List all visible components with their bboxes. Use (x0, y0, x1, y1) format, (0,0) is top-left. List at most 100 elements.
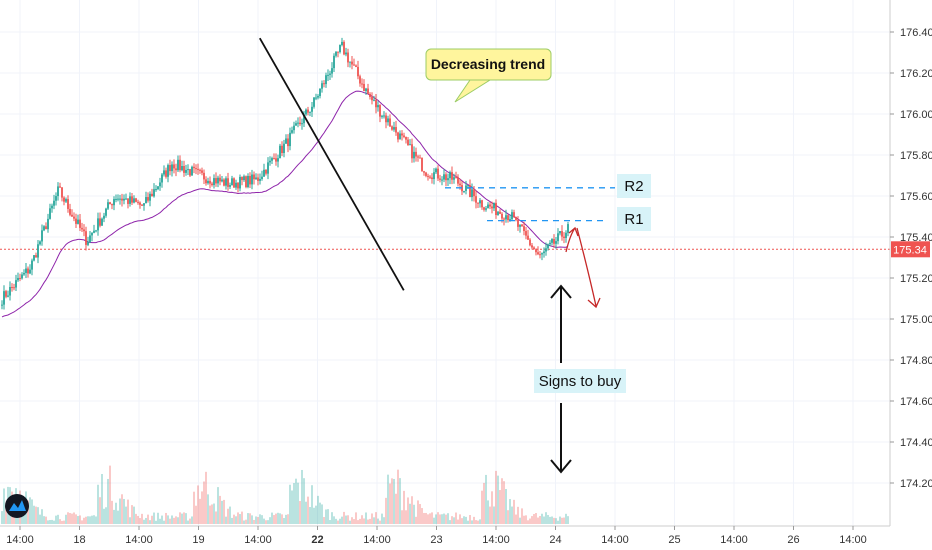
volume-bar (331, 512, 333, 524)
candle-body (317, 96, 319, 98)
decreasing-trendline[interactable] (259, 37, 405, 291)
candle-body (553, 239, 555, 244)
candle-body (533, 247, 535, 250)
time-tick-label: 24 (549, 534, 561, 546)
volume-bar (471, 520, 473, 524)
volume-bar (363, 518, 365, 524)
time-tick-label: 22 (311, 534, 323, 546)
candle-body (21, 274, 23, 279)
candle-body (507, 215, 509, 221)
candle-body (343, 41, 345, 55)
candle-body (377, 105, 379, 108)
volume-bar (101, 474, 103, 524)
candle-body (245, 176, 247, 188)
volume-bar (121, 494, 123, 524)
volume-bar (271, 512, 273, 524)
candle-body (107, 202, 109, 209)
volume-bar (355, 512, 357, 524)
volume-bar (205, 471, 207, 524)
candle-body (407, 139, 409, 146)
candle-body (281, 145, 283, 153)
candle-body (193, 166, 195, 169)
volume-bar (245, 519, 247, 524)
r2-label[interactable]: R2 (617, 174, 651, 198)
candle-body (123, 198, 125, 201)
volume-bar (77, 516, 79, 524)
candle-body (145, 197, 147, 204)
candle-body (259, 178, 261, 181)
candle-body (177, 159, 179, 171)
volume-bar (433, 517, 435, 524)
volume-bar (465, 516, 467, 524)
candlesticks (1, 37, 569, 310)
candle-body (335, 51, 337, 56)
trend-callout[interactable]: Decreasing trend (425, 48, 552, 103)
volume-bar (277, 512, 279, 524)
candle-body (137, 201, 139, 203)
volume-bar (289, 484, 291, 524)
candle-body (185, 169, 187, 173)
candle-body (487, 204, 489, 209)
volume-bar (221, 500, 223, 524)
volume-bar (513, 499, 515, 524)
candle-body (59, 186, 61, 188)
candle-body (113, 199, 115, 206)
candle-body (257, 177, 259, 181)
volume-bar (79, 515, 81, 524)
candle-body (225, 178, 227, 186)
candle-body (251, 174, 253, 185)
candle-body (105, 208, 107, 216)
candle-body (149, 193, 151, 201)
candle-body (517, 219, 519, 227)
candle-body (495, 202, 497, 216)
volume-bar (247, 513, 249, 524)
volume-bar (237, 512, 239, 524)
volume-bar (413, 504, 415, 524)
volume-bar (399, 478, 401, 524)
volume-bar (475, 520, 477, 524)
candle-body (89, 235, 91, 243)
candle-body (395, 127, 397, 133)
volume-bar (479, 519, 481, 524)
volume-bar (291, 490, 293, 524)
candle-body (471, 189, 473, 198)
candle-body (97, 218, 99, 231)
candle-body (543, 251, 545, 254)
volume-bar (403, 490, 405, 524)
volume-bar (95, 516, 97, 524)
time-tick-label: 14:00 (6, 534, 34, 546)
candle-body (413, 151, 415, 159)
volume-bar (241, 511, 243, 524)
candle-body (253, 174, 255, 180)
candle-body (371, 96, 373, 101)
candle-body (279, 145, 281, 159)
volume-bar (397, 469, 399, 524)
volume-bar (103, 508, 105, 524)
tradingview-logo-icon[interactable] (5, 494, 29, 518)
volume-bar (553, 517, 555, 524)
volume-bar (305, 501, 307, 524)
volume-bar (473, 516, 475, 524)
volume-bar (167, 515, 169, 524)
volume-bar (467, 520, 469, 524)
candle-body (239, 176, 241, 189)
candle-body (353, 64, 355, 66)
candle-body (443, 174, 445, 180)
volume-bar (193, 491, 195, 524)
candle-body (217, 177, 219, 184)
buy-label[interactable]: Signs to buy (534, 369, 626, 393)
volume-bar (123, 498, 125, 524)
r1-label[interactable]: R1 (617, 207, 651, 231)
volume-bar (209, 505, 211, 524)
volume-bar (337, 520, 339, 524)
volume-bar (463, 516, 465, 524)
candle-body (363, 83, 365, 92)
volume-bar (531, 516, 533, 524)
candle-body (227, 178, 229, 187)
candle-body (213, 178, 215, 186)
volume-bar (461, 518, 463, 524)
candle-body (287, 138, 289, 147)
